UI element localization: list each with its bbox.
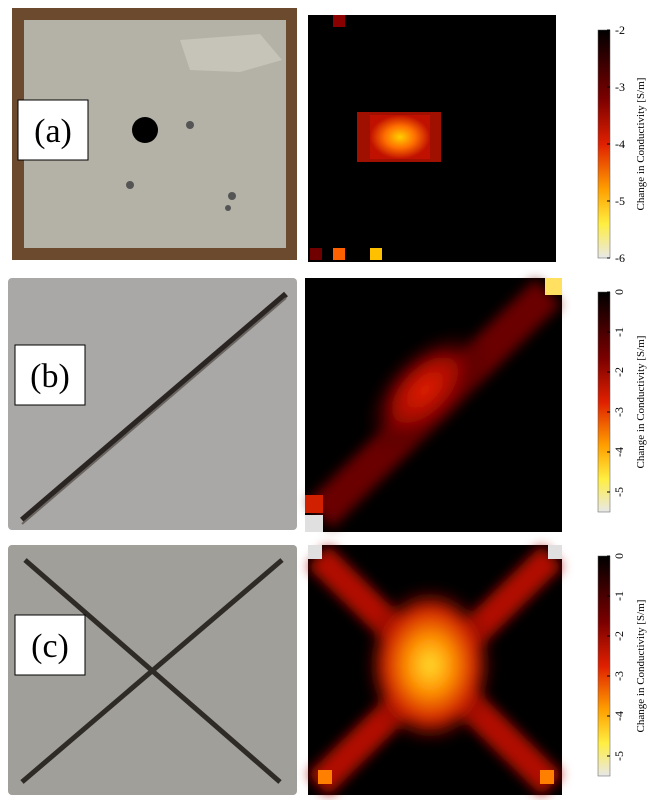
panel-label: (a) [34, 113, 72, 150]
colorbar-tick-label: -3 [612, 671, 626, 681]
photo-c [8, 545, 297, 795]
photo-b [8, 278, 297, 530]
colorbar-tick-label: -4 [615, 137, 625, 151]
panel-label: (b) [30, 358, 70, 395]
colorbar-tick-label: -4 [612, 447, 626, 457]
colorbar [597, 291, 611, 513]
colorbar-tick-label: -4 [612, 711, 626, 721]
colorbar-tick-label: -5 [612, 487, 626, 497]
heatmap-a [308, 15, 556, 262]
panel-label: (c) [31, 628, 69, 665]
label-box [14, 614, 86, 676]
colorbar-tick-label: -2 [615, 23, 625, 37]
colorbar-label: Change in Conductivity [S/m] [635, 600, 647, 733]
heatmap-b [305, 278, 562, 532]
colorbar [597, 555, 611, 777]
label-box [14, 344, 86, 406]
colorbar-tick-label: -1 [612, 327, 626, 337]
colorbar-tick-label: -3 [612, 407, 626, 417]
colorbar-tick-label: 0 [612, 553, 626, 559]
photo-a [12, 8, 297, 260]
colorbar-tick-label: -5 [615, 194, 625, 208]
label-box [17, 99, 89, 161]
colorbar-tick-label: -6 [615, 251, 625, 265]
colorbar-tick-label: -2 [612, 367, 626, 377]
colorbar-label: Change in Conductivity [S/m] [635, 78, 647, 211]
colorbar-tick-label: -3 [615, 80, 625, 94]
heatmap-c [307, 545, 563, 796]
colorbar-tick-label: -2 [612, 631, 626, 641]
colorbar-tick-label: 0 [612, 289, 626, 295]
colorbar-tick-label: -1 [612, 591, 626, 601]
colorbar-label: Change in Conductivity [S/m] [635, 336, 647, 469]
colorbar-tick-label: -5 [612, 751, 626, 761]
